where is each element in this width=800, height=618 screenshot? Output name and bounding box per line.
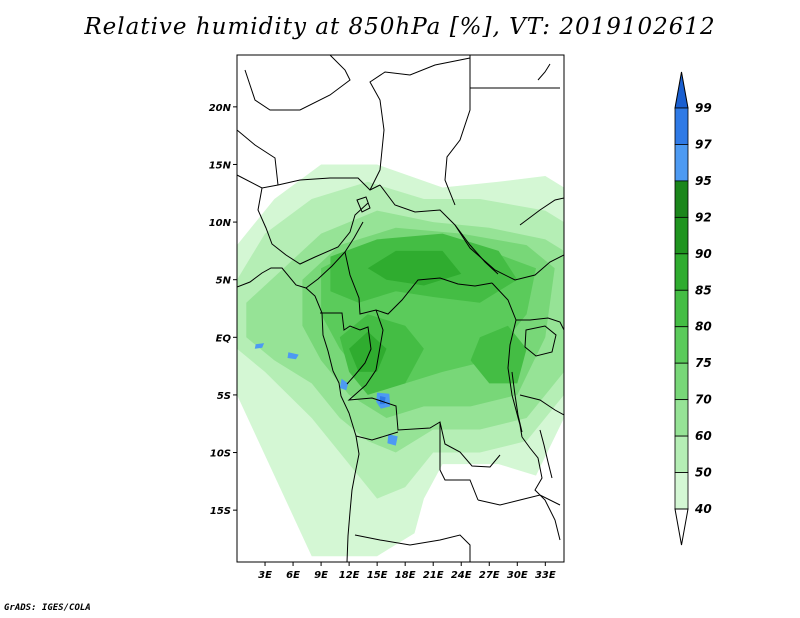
humidity-field xyxy=(237,164,564,557)
chart-title: Relative humidity at 850hPa [%], VT: 201… xyxy=(84,14,716,40)
humidity-region-97-14 xyxy=(339,378,349,391)
y-tick-label: 20N xyxy=(209,103,232,114)
colorbar-segment xyxy=(674,216,689,255)
y-tick-label: 15S xyxy=(210,506,231,517)
x-tick-label: 33E xyxy=(535,570,556,581)
lake-victoria xyxy=(524,325,557,357)
x-tick-label: 15E xyxy=(367,570,388,581)
lake-malawi xyxy=(539,429,553,479)
border-namibia xyxy=(354,534,471,562)
border-angola-zambia xyxy=(355,422,479,501)
colorbar-label: 97 xyxy=(695,137,712,151)
coastline-west-africa xyxy=(237,267,360,562)
colorbar-segment xyxy=(674,472,689,510)
colorbar-label: 75 xyxy=(695,356,712,370)
border-zambia-zimbabwe xyxy=(477,494,561,506)
border-gabon-congo xyxy=(320,312,372,385)
x-tick-label: 24E xyxy=(451,570,472,581)
colorbar-segment xyxy=(674,399,689,437)
border-algeria-mali xyxy=(237,129,279,186)
x-tick-label: 21E xyxy=(423,570,444,581)
border-cameroon-car xyxy=(344,251,493,315)
lake-chad xyxy=(356,196,371,213)
colorbar-label: 50 xyxy=(695,466,712,480)
border-libya-north xyxy=(244,55,351,111)
colorbar-segment xyxy=(674,144,689,182)
border-sahel xyxy=(237,174,381,191)
colorbar-segment xyxy=(674,107,689,145)
y-tick-label: 5N xyxy=(216,276,232,287)
border-drc xyxy=(347,309,501,468)
x-tick-label: 9E xyxy=(314,570,328,581)
humidity-region-97-12 xyxy=(254,343,265,349)
colorbar-label: 40 xyxy=(694,502,712,516)
colorbar-segment xyxy=(674,289,689,328)
y-tick-label: 10N xyxy=(209,218,232,229)
border-south-sudan xyxy=(454,224,564,281)
y-axis: 20N 15N 10N 5N EQ 5S 10S 15S xyxy=(209,103,237,517)
x-tick-label: 27E xyxy=(479,570,500,581)
y-tick-label: 5S xyxy=(217,391,231,402)
colorbar-segment xyxy=(674,362,689,401)
country-borders xyxy=(237,55,564,562)
credit-text: GrADS: IGES/COLA xyxy=(4,603,91,613)
colorbar-label: 85 xyxy=(695,283,712,297)
x-tick-label: 18E xyxy=(395,570,416,581)
x-tick-label: 12E xyxy=(339,570,360,581)
colorbar-label: 99 xyxy=(695,101,712,115)
y-tick-label: 10S xyxy=(210,449,231,460)
colorbar-segment xyxy=(674,180,689,218)
colorbar-label: 70 xyxy=(695,393,712,407)
colorbar-segment xyxy=(674,253,689,291)
colorbar-segment xyxy=(674,435,689,473)
colorbar-segment xyxy=(674,326,689,364)
border-ethiopia xyxy=(519,197,564,226)
red-sea-coast xyxy=(537,63,551,81)
colorbar-top-arrow xyxy=(674,71,689,109)
humidity-region-90-8 xyxy=(367,250,462,286)
x-tick-label: 30E xyxy=(507,570,528,581)
border-uganda-kenya xyxy=(516,317,564,331)
lake-tanganyika xyxy=(511,371,523,433)
colorbar-label: 95 xyxy=(695,174,712,188)
border-malawi-mozambique xyxy=(521,436,561,541)
colorbar-label: 90 xyxy=(695,247,712,261)
map-frame xyxy=(236,54,565,563)
colorbar-label: 92 xyxy=(695,210,712,224)
x-axis: 3E 6E 9E 12E 15E 18E 21E 24E 27E 30E 33E xyxy=(258,562,556,581)
humidity-region-97-13 xyxy=(287,352,299,360)
humidity-region-85-7 xyxy=(470,325,527,384)
border-niger-chad xyxy=(257,187,369,265)
border-nigeria-cameroon xyxy=(305,221,364,289)
y-tick-label: 15N xyxy=(209,160,232,171)
colorbar-bottom-arrow xyxy=(674,508,689,546)
border-libya-egypt xyxy=(444,55,471,206)
border-sudan xyxy=(369,57,471,191)
x-tick-label: 6E xyxy=(286,570,300,581)
humidity-region-97-11 xyxy=(387,434,398,446)
border-tanzania xyxy=(519,394,564,416)
colorbar-label: 80 xyxy=(695,320,712,334)
x-tick-label: 3E xyxy=(258,570,272,581)
y-tick-label: EQ xyxy=(216,333,232,344)
colorbar-label: 60 xyxy=(695,429,712,443)
